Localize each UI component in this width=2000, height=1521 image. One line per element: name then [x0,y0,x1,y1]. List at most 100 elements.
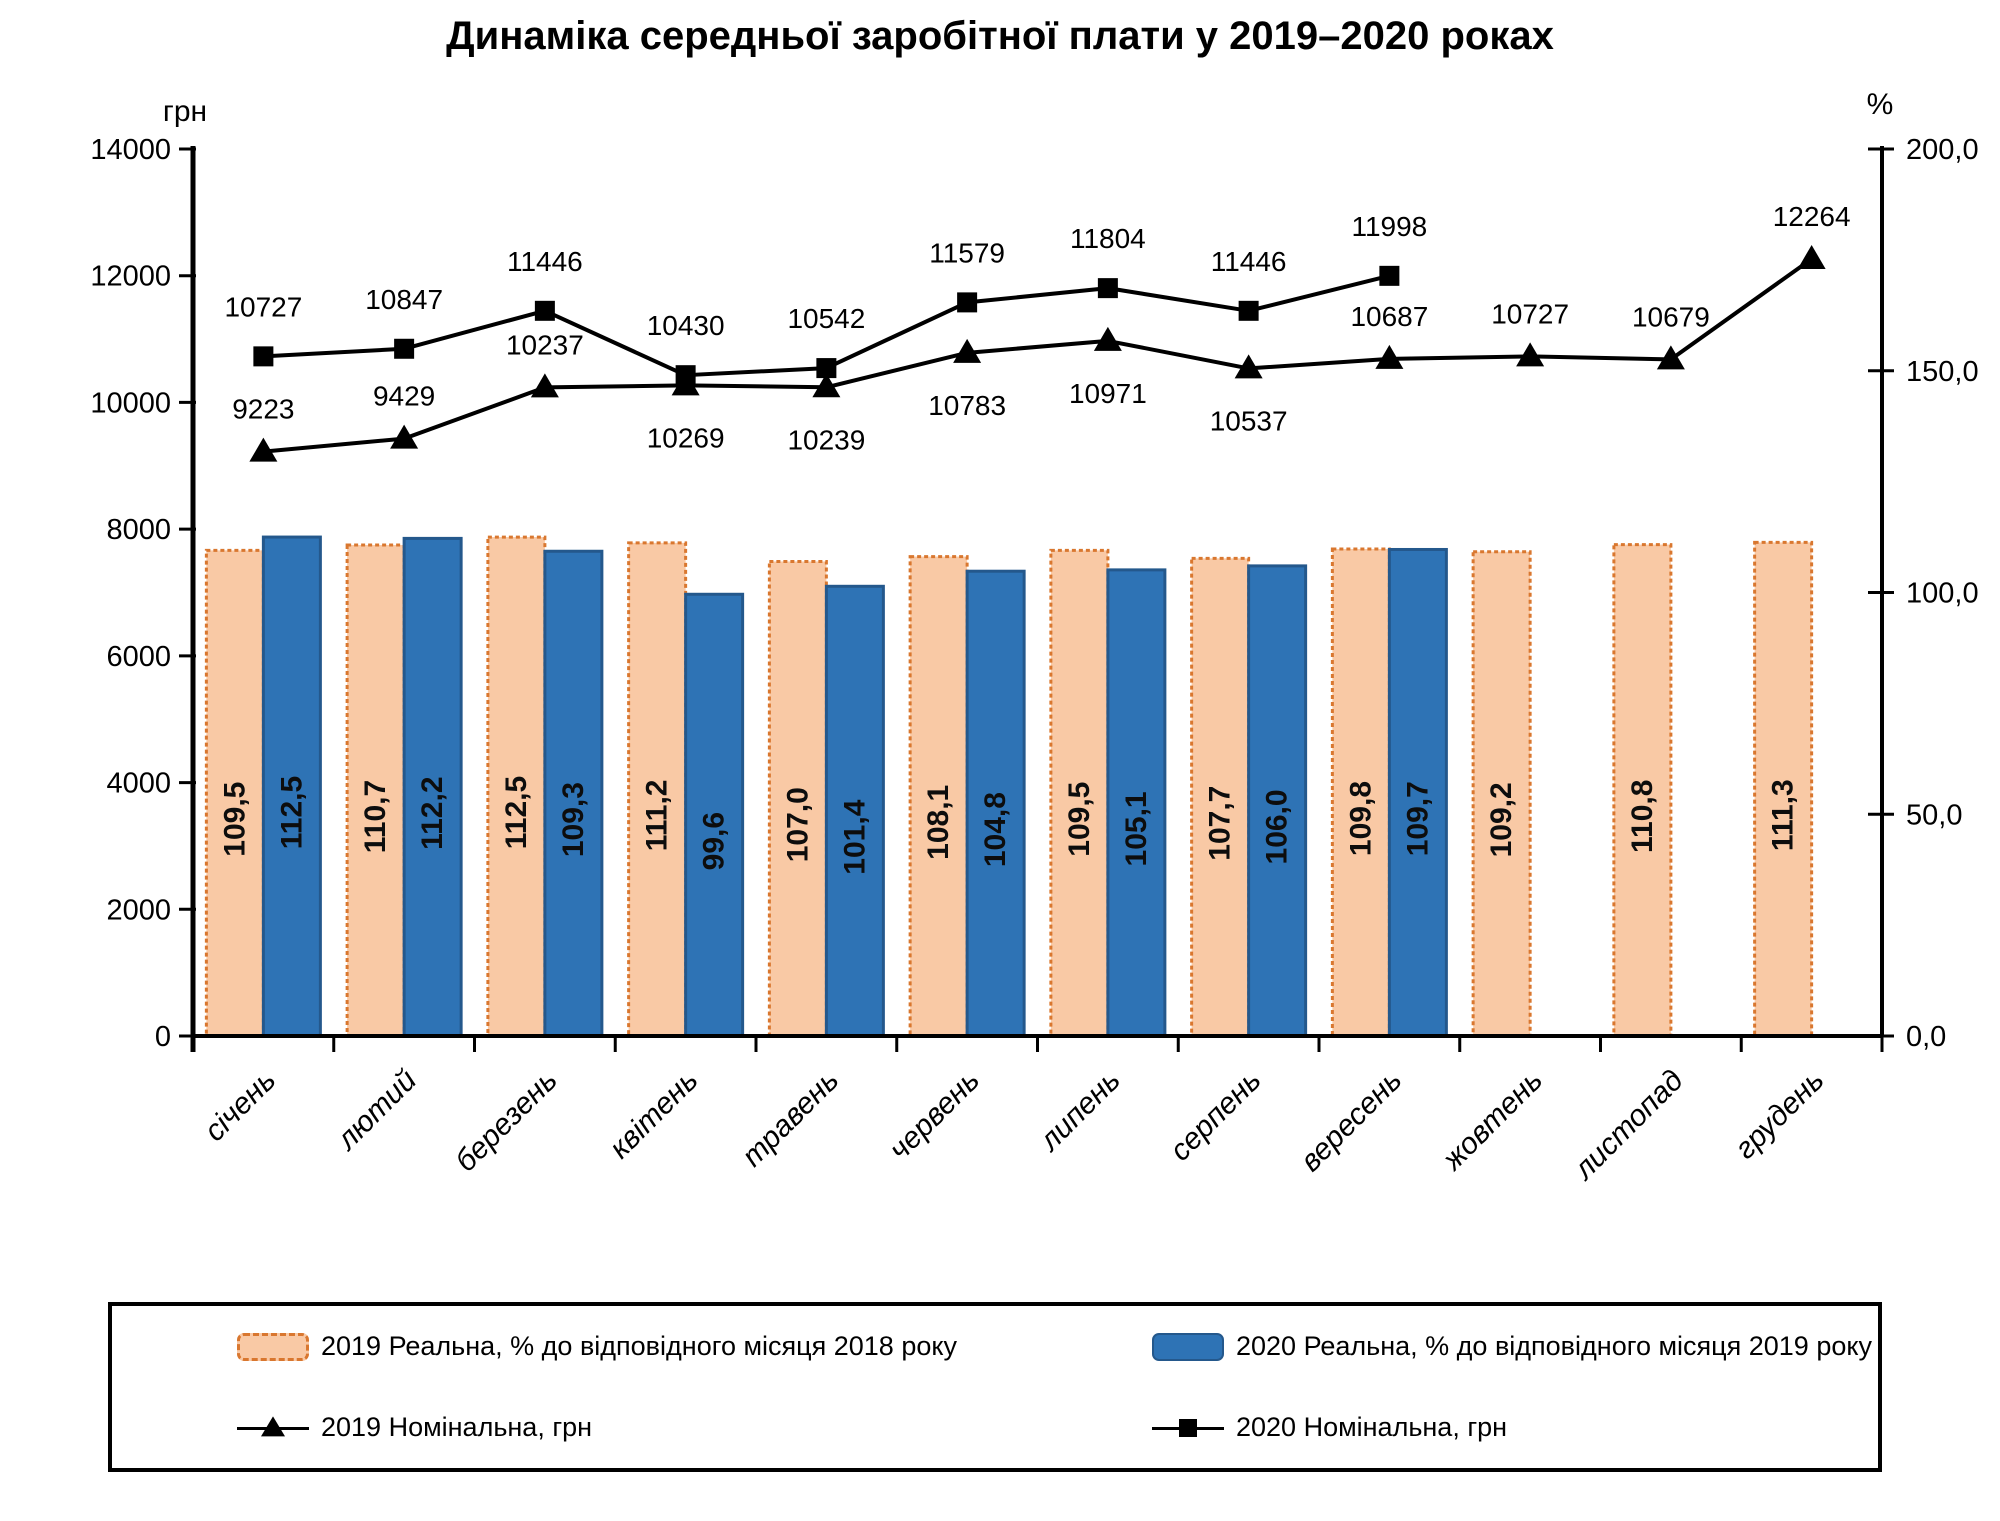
bar-value-label-2019: 112,5 [500,776,533,849]
triangle-marker-icon [1797,244,1826,269]
bar-value-label-2020: 105,1 [1120,791,1153,866]
bar-2019-січень [204,548,265,1038]
legend-label-2020-real: 2020 Реальна, % до відповідного місяця 2… [1236,1331,1872,1361]
data-label-2020-nominal: 10847 [365,284,443,315]
legend-label-2019-nominal: 2019 Номінальна, грн [321,1412,593,1442]
square-marker-icon [957,292,978,313]
legend-box: 2019 Реальна, % до відповідного місяця 2… [108,1302,1882,1472]
y-axis-left-tick-label: 4000 [106,768,171,800]
triangle-marker-icon [390,424,419,449]
legend-swatch-2019-real-bar-icon [237,1332,309,1361]
bar-2019-вересень [1330,547,1391,1038]
legend-grid: 2019 Реальна, % до відповідного місяця 2… [112,1306,1878,1468]
x-axis-label-вересень: вересень [1294,1064,1408,1178]
triangle-marker-icon [1234,354,1263,379]
square-marker-icon [1097,278,1118,299]
chart-title: Динаміка середньої заробітної плати у 20… [446,14,1554,58]
data-label-2019-nominal: 12264 [1773,201,1851,232]
bar-2020-червень [965,569,1026,1038]
right-axis-unit: % [1867,88,1894,121]
triangle-marker-icon [1375,344,1404,369]
bar-value-label-2020: 109,3 [557,782,590,857]
data-label-2019-nominal: 10679 [1632,301,1710,332]
data-label-2020-nominal: 10727 [224,291,302,322]
y-axis-left-tick-label: 8000 [106,514,171,546]
bar-2020-лютий [402,536,463,1038]
bar-value-label-2020: 112,2 [416,776,449,849]
bar-2020-липень [1106,568,1167,1038]
bar-2019-жовтень [1471,550,1532,1038]
bar-2019-грудень [1753,540,1814,1038]
triangle-marker-icon [249,437,278,462]
triangle-marker-icon [953,338,982,363]
legend-item-2019-nominal: 2019 Номінальна, грн [112,1412,1027,1443]
square-marker-icon [816,358,837,379]
y-axis-left-tick-label: 6000 [106,641,171,673]
y-axis-left-tick-label: 12000 [90,261,171,293]
legend-item-2020-nominal: 2020 Номінальна, грн [1027,1412,1878,1443]
data-label-2019-nominal: 10537 [1210,405,1288,436]
x-axis-label-лютий: лютий [329,1063,423,1157]
data-label-2019-nominal: 9223 [232,394,294,425]
left-axis-unit: грн [163,95,207,128]
bar-value-label-2019: 111,3 [1767,779,1800,851]
legend-item-2020-real: 2020 Реальна, % до відповідного місяця 2… [1027,1331,1878,1362]
square-marker-icon [1238,300,1259,321]
bar-2020-березень [543,549,604,1038]
data-label-2020-nominal: 11579 [929,237,1005,268]
x-axis-label-жовтень: жовтень [1435,1064,1549,1178]
y-axis-left-tick-label: 14000 [90,134,171,166]
bar-2019-листопад [1612,543,1673,1038]
data-label-2020-nominal: 11998 [1351,211,1427,242]
y-axis-left-tick-label: 10000 [90,387,171,419]
bar-2020-вересень [1387,547,1448,1038]
y-axis-right-tick-label: 100,0 [1906,578,1979,610]
bar-value-label-2019: 108,1 [922,785,955,860]
square-marker-icon [1179,1418,1197,1437]
x-axis-label-квітень: квітень [603,1064,704,1165]
bar-value-label-2019: 109,5 [218,782,251,857]
legend-marker-2020-nominal [1152,1415,1224,1441]
bar-2020-квітень [684,592,745,1038]
data-label-2019-nominal: 10687 [1350,301,1428,332]
bar-2019-липень [1049,548,1110,1038]
legend-label-2020-nominal: 2020 Номінальна, грн [1236,1412,1508,1442]
data-label-2019-nominal: 10727 [1491,298,1569,329]
square-marker-icon [675,365,696,386]
bar-value-label-2019: 109,8 [1344,781,1377,856]
bar-value-label-2019: 110,8 [1626,780,1659,853]
data-label-2020-nominal: 10542 [787,303,865,334]
triangle-marker-icon [1093,326,1122,351]
data-label-2019-nominal: 10239 [787,424,865,455]
bar-value-label-2020: 112,5 [275,776,308,849]
bar-value-label-2019: 107,7 [1204,786,1237,861]
legend-label-2019-real: 2019 Реальна, % до відповідного місяця 2… [321,1331,957,1361]
bar-value-label-2019: 107,0 [781,787,814,862]
data-label-2020-nominal: 11446 [507,246,583,277]
square-marker-icon [1379,265,1400,286]
y-axis-right-tick-label: 50,0 [1906,799,1962,831]
y-axis-right-tick-label: 150,0 [1906,356,1979,388]
square-marker-icon [534,300,555,321]
data-label-2019-nominal: 10269 [647,422,725,453]
data-label-2020-nominal: 11804 [1070,223,1146,254]
y-axis-left-tick-label: 2000 [106,894,171,926]
bar-2019-березень [486,535,547,1038]
bar-value-label-2019: 109,5 [1063,782,1096,857]
data-label-2019-nominal: 10237 [506,329,584,360]
x-axis-label-січень: січень [198,1064,282,1148]
legend-marker-2019-nominal [237,1415,309,1441]
square-marker-icon [253,346,274,367]
bar-value-label-2020: 106,0 [1261,789,1294,864]
data-label-2020-nominal: 10430 [647,310,725,341]
x-axis-label-липень: липень [1032,1064,1127,1159]
bar-2020-січень [261,535,322,1038]
y-axis-left-tick-label: 0 [155,1021,171,1053]
triangle-marker-icon [1656,345,1685,370]
bar-value-label-2020: 104,8 [979,792,1012,867]
x-axis-label-листопад: листопад [1566,1064,1690,1188]
data-label-2020-nominal: 11446 [1211,246,1287,277]
bar-value-label-2020: 99,6 [698,812,731,870]
data-label-2019-nominal: 9429 [373,381,435,412]
